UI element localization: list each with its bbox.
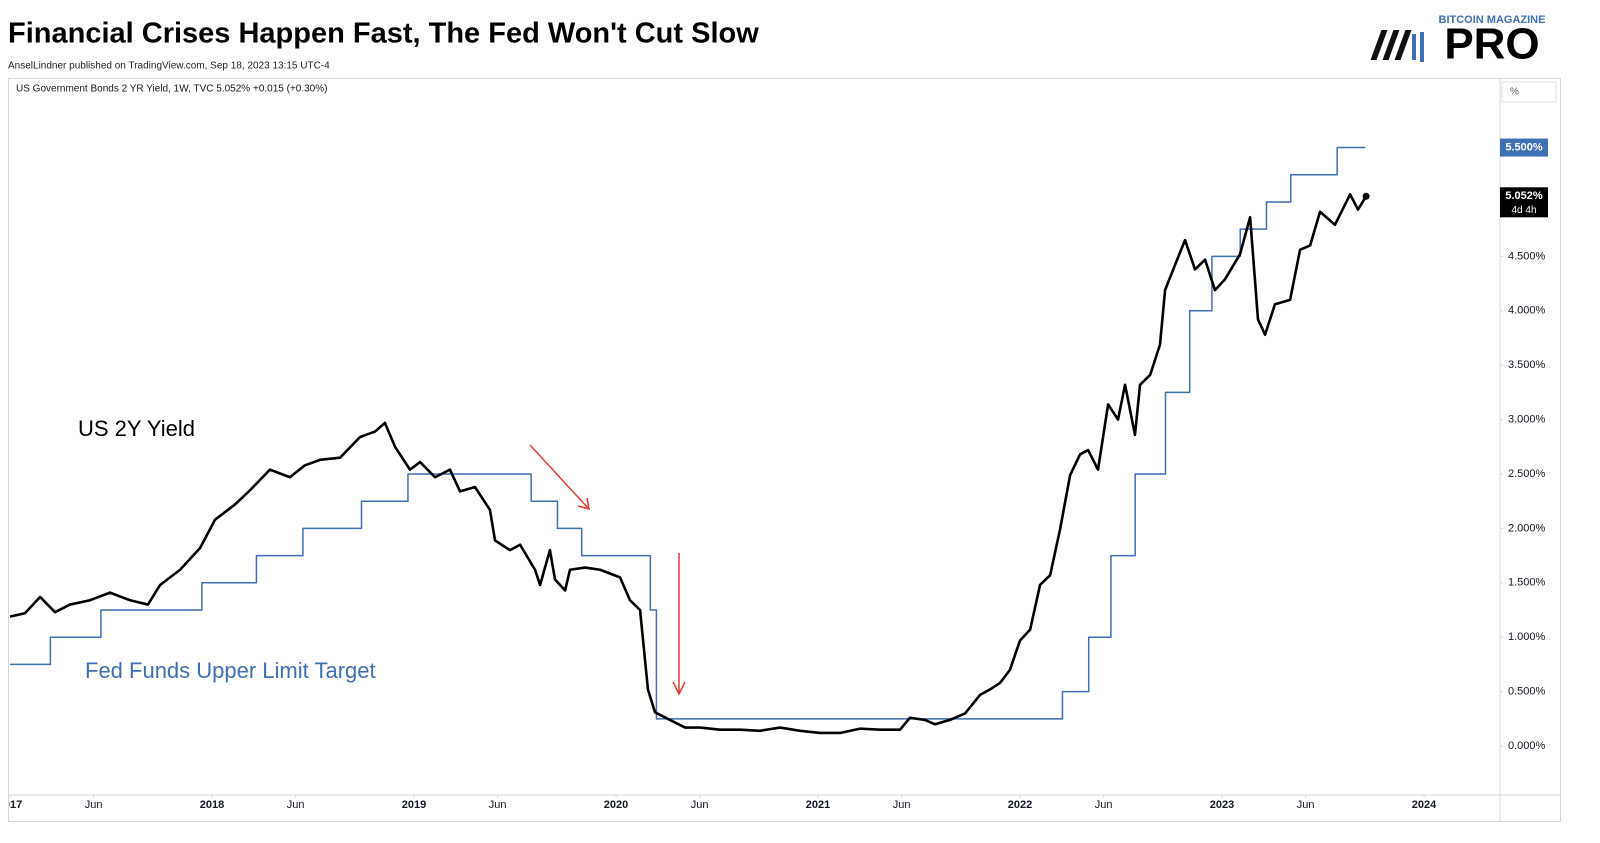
- annotation: Fed Funds Upper Limit Target: [85, 658, 376, 683]
- y-tick-label: 0.000%: [1508, 740, 1546, 752]
- series-line: [10, 146, 1366, 720]
- x-tick-label: 2018: [200, 799, 224, 811]
- x-axis: 2017 Jun 2018 Jun 2019 Jun 2020 Jun 2021 Jun 2022 J…: [0, 795, 1437, 811]
- chart-frame: [8, 78, 1561, 822]
- x-tick-label: 2017: [0, 799, 22, 811]
- brand-main: PRO: [1444, 20, 1539, 69]
- axis-unit: %: [1510, 87, 1519, 98]
- countdown: 4d 4h: [1511, 205, 1536, 216]
- last-value-label: 5.500%: [1505, 141, 1543, 153]
- brand-logo: BITCOIN MAGAZINE PRO: [1370, 14, 1546, 69]
- x-tick-label: 2023: [1210, 799, 1234, 811]
- y-tick-label: 1.000%: [1508, 631, 1546, 643]
- x-tick-label: 2020: [604, 799, 628, 811]
- x-tick-label: 2022: [1008, 799, 1032, 811]
- x-tick-label: Jun: [85, 799, 103, 811]
- y-tick-label: 4.000%: [1508, 305, 1546, 317]
- x-tick-label: 2024: [1412, 799, 1437, 811]
- x-tick-label: 2019: [402, 799, 426, 811]
- y-tick-label: 3.000%: [1508, 413, 1546, 425]
- chart-title: Financial Crises Happen Fast, The Fed Wo…: [8, 18, 759, 50]
- legend-text: US Government Bonds 2 YR Yield, 1W, TVC …: [16, 84, 327, 95]
- last-value-box: [1500, 138, 1548, 157]
- y-tick-label: 3.500%: [1508, 359, 1546, 371]
- last-value-box: [1500, 187, 1548, 218]
- x-tick-label: 2021: [806, 799, 830, 811]
- subtitle: AnselLindner published on TradingView.co…: [8, 61, 330, 72]
- x-tick-label: Jun: [691, 799, 709, 811]
- y-tick-label: 4.500%: [1508, 250, 1546, 262]
- brand-top: BITCOIN MAGAZINE: [1439, 14, 1546, 26]
- series-line: [10, 193, 1368, 735]
- plot-area: [10, 146, 1370, 735]
- x-tick-label: Jun: [1095, 799, 1113, 811]
- red-arrows: [529, 444, 686, 696]
- unit-box: [1501, 81, 1557, 103]
- annotation: US 2Y Yield: [78, 416, 195, 441]
- y-tick-label: 0.500%: [1508, 686, 1546, 698]
- last-point: [1362, 192, 1370, 200]
- y-tick-label: 1.500%: [1508, 577, 1546, 589]
- x-tick-label: Jun: [287, 799, 305, 811]
- last-value-label: 5.052%: [1505, 190, 1543, 202]
- x-tick-label: Jun: [1297, 799, 1315, 811]
- x-tick-label: Jun: [893, 799, 911, 811]
- y-tick-label: 2.000%: [1508, 522, 1546, 534]
- y-tick-label: 2.500%: [1508, 468, 1546, 480]
- x-tick-label: Jun: [489, 799, 507, 811]
